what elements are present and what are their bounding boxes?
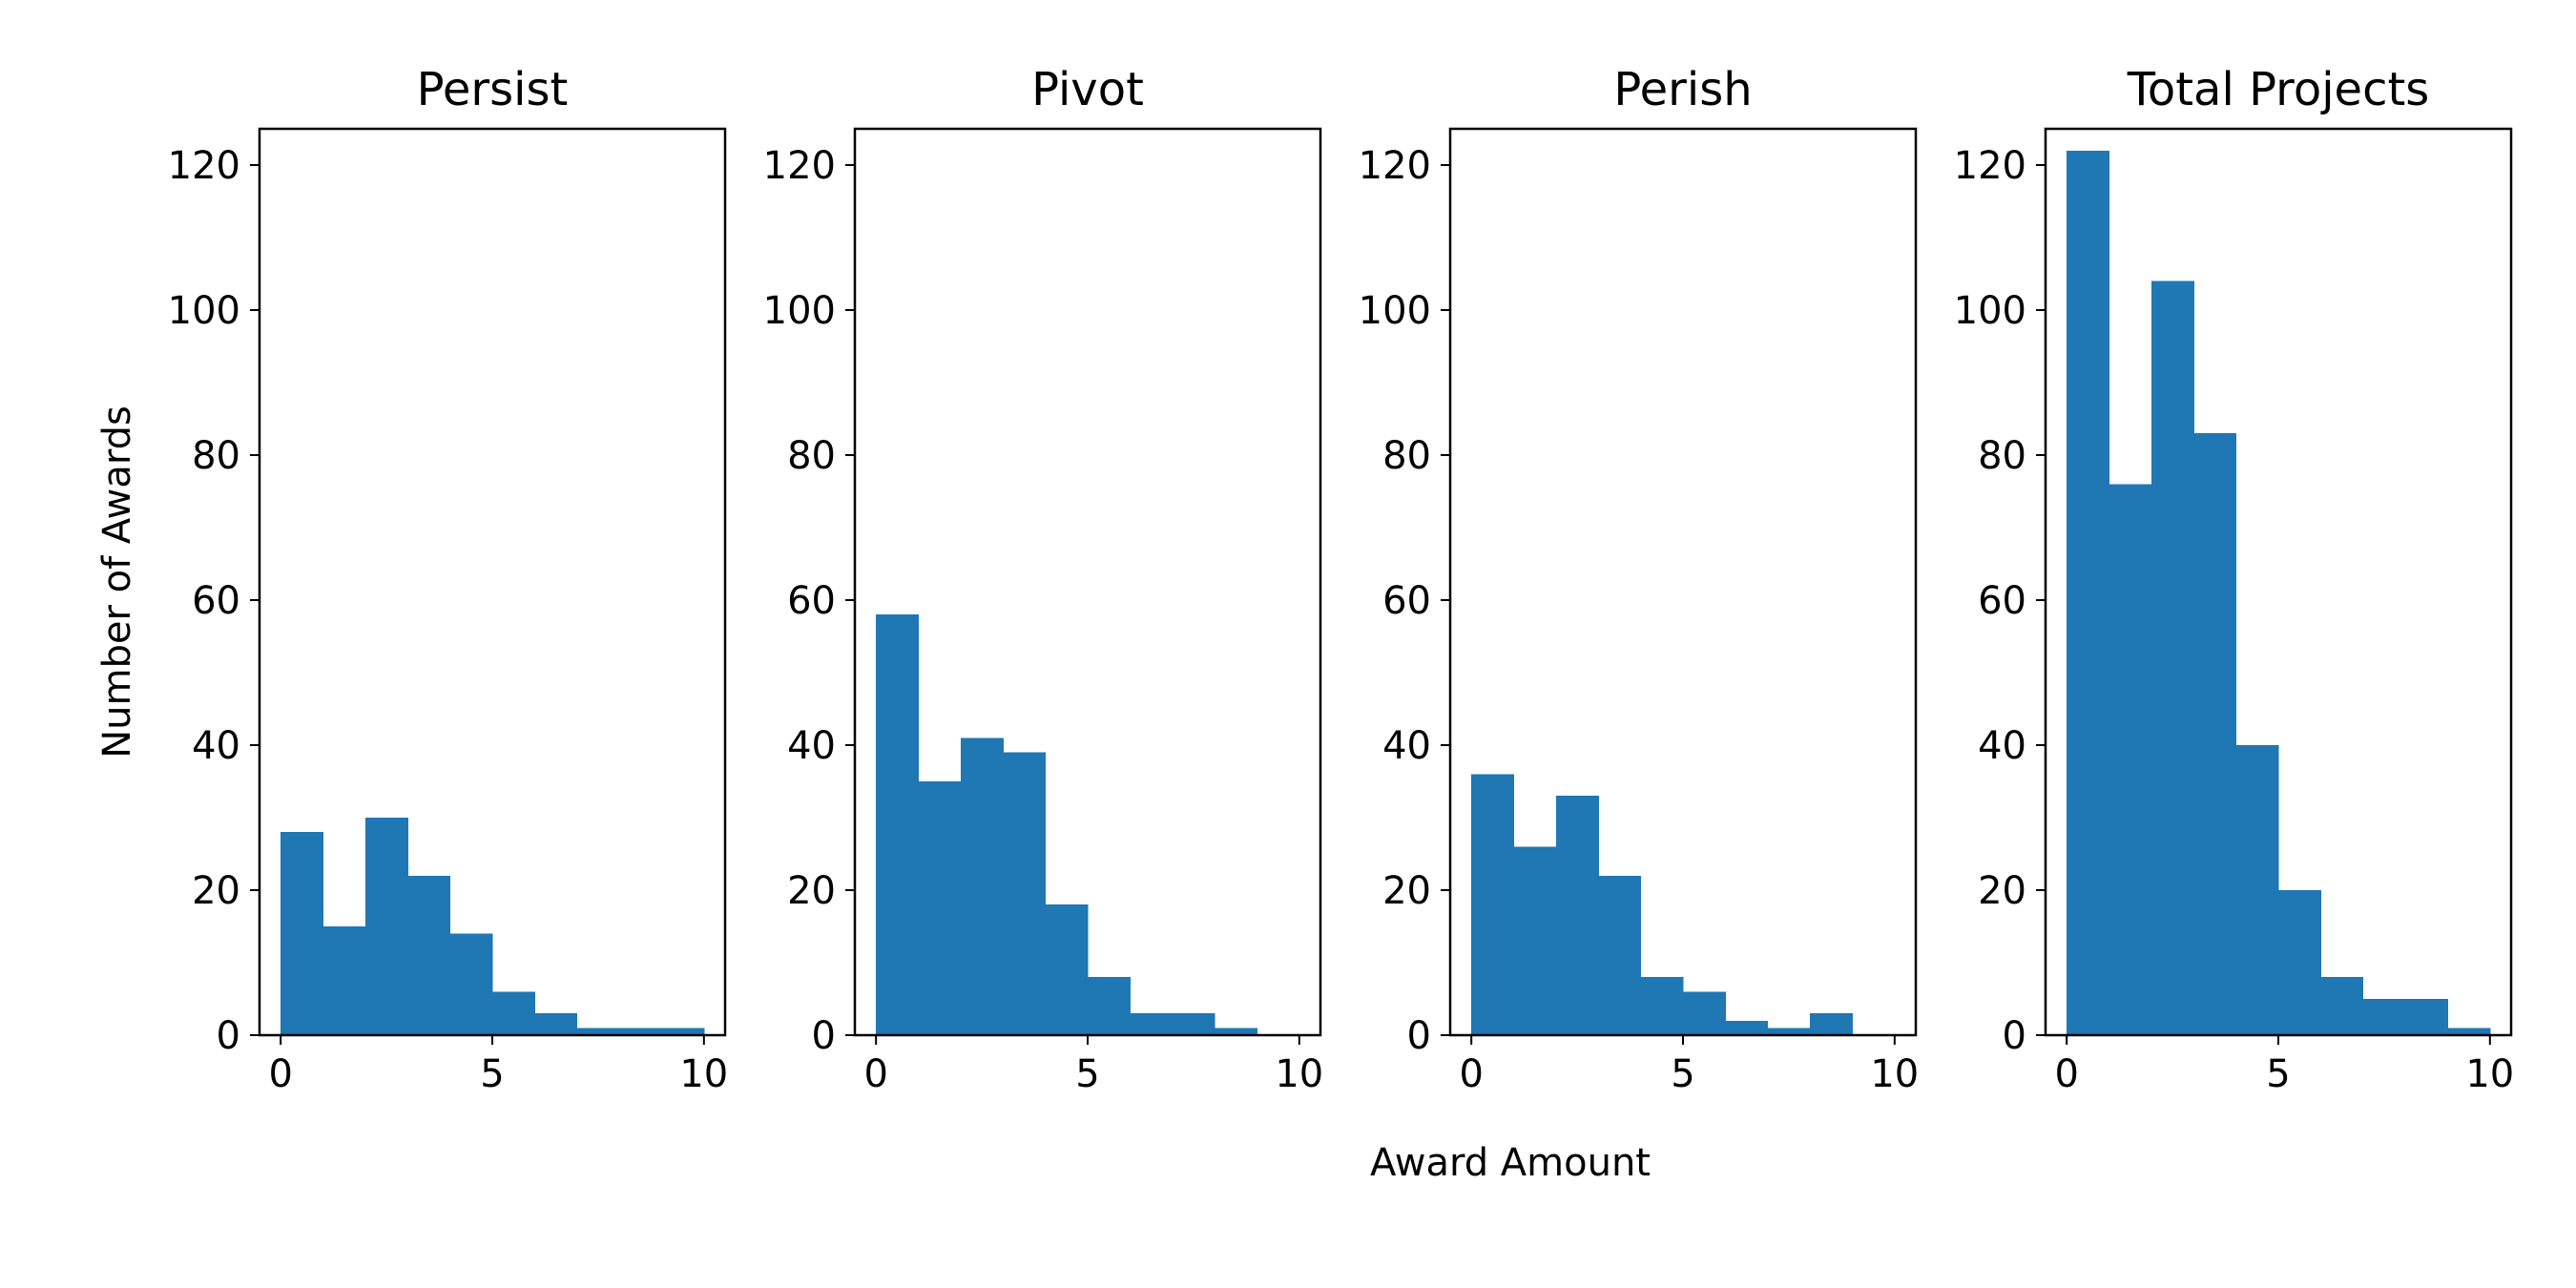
y-tick-label: 120 [763, 144, 836, 188]
histogram-bar [1598, 875, 1642, 1035]
histogram-bar [1471, 774, 1515, 1035]
histogram-bar [2109, 484, 2152, 1035]
y-axis-label: Number of Awards [95, 405, 139, 758]
y-tick-label: 0 [2003, 1014, 2026, 1058]
histogram-bar [661, 1028, 705, 1035]
y-tick-label: 40 [192, 724, 240, 768]
panel-title: Persist [417, 63, 569, 116]
histogram-bar [1725, 1020, 1769, 1035]
x-tick-label: 5 [480, 1052, 504, 1096]
histogram-bar [1172, 1013, 1215, 1035]
histogram-bar [2067, 150, 2110, 1036]
y-tick-label: 80 [1382, 434, 1431, 478]
histogram-bar [1130, 1013, 1174, 1035]
x-tick-label: 10 [2465, 1052, 2514, 1096]
histogram-bar [2320, 977, 2364, 1035]
y-tick-label: 120 [168, 144, 240, 188]
bar-group [2067, 150, 2491, 1036]
y-tick-label: 20 [1978, 869, 2026, 913]
histogram-bar [1810, 1013, 1853, 1035]
y-tick-label: 120 [1954, 144, 2026, 188]
y-tick-label: 60 [1382, 579, 1431, 623]
histogram-bar [918, 781, 962, 1035]
histogram-bar [1215, 1028, 1257, 1035]
histogram-bar [1767, 1028, 1811, 1035]
x-tick-label: 0 [2054, 1052, 2078, 1096]
x-tick-label: 0 [268, 1052, 292, 1096]
y-tick-label: 80 [192, 434, 240, 478]
histogram-bar [2235, 745, 2279, 1035]
y-tick-label: 100 [1359, 289, 1431, 333]
histogram-bar [2405, 999, 2448, 1035]
x-tick-label: 0 [863, 1052, 887, 1096]
y-tick-label: 0 [1407, 1014, 1431, 1058]
y-tick-label: 60 [1978, 579, 2026, 623]
y-tick-label: 60 [787, 579, 836, 623]
histogram-bar [1640, 977, 1684, 1035]
histogram-bar [2362, 999, 2406, 1035]
x-tick-label: 10 [1275, 1052, 1323, 1096]
x-tick-label: 5 [1075, 1052, 1099, 1096]
histogram-bar [449, 933, 493, 1035]
histogram-bar [960, 737, 1004, 1035]
histogram-bar [1045, 904, 1089, 1035]
y-tick-label: 0 [812, 1014, 836, 1058]
bar-group [280, 818, 705, 1035]
y-tick-label: 80 [787, 434, 836, 478]
histogram-bar [407, 875, 451, 1035]
histogram-bar [1683, 991, 1726, 1035]
histogram-bar [2447, 1028, 2491, 1035]
histogram-bar [280, 832, 324, 1035]
y-tick-label: 20 [787, 869, 836, 913]
x-tick-label: 5 [1671, 1052, 1694, 1096]
histogram-bar [1088, 977, 1131, 1035]
x-tick-label: 5 [2266, 1052, 2290, 1096]
y-tick-label: 60 [192, 579, 240, 623]
histogram-bar [492, 991, 535, 1035]
histogram-bar [2150, 280, 2194, 1036]
y-tick-label: 20 [1382, 869, 1431, 913]
histogram-bar [619, 1028, 662, 1035]
y-tick-label: 120 [1359, 144, 1431, 188]
bar-group [876, 614, 1257, 1035]
panel-title: Perish [1613, 63, 1752, 116]
x-axis-label: Award Amount [1370, 1141, 1651, 1185]
y-tick-label: 40 [1978, 724, 2026, 768]
bar-group [1471, 774, 1853, 1035]
histogram-bar [1513, 846, 1557, 1035]
histogram-bar [322, 926, 366, 1035]
histogram-bar [1555, 796, 1599, 1035]
y-tick-label: 0 [217, 1014, 240, 1058]
panel-title: Total Projects [2127, 63, 2430, 116]
x-tick-label: 0 [1459, 1052, 1483, 1096]
y-tick-label: 40 [787, 724, 836, 768]
histogram-bar [576, 1028, 620, 1035]
y-tick-label: 80 [1978, 434, 2026, 478]
y-tick-label: 100 [1954, 289, 2026, 333]
x-tick-label: 10 [1870, 1052, 1919, 1096]
y-tick-label: 40 [1382, 724, 1431, 768]
y-tick-label: 100 [168, 289, 240, 333]
panel-title: Pivot [1031, 63, 1144, 116]
histogram-bar [364, 818, 408, 1035]
histogram-bar [2193, 433, 2237, 1035]
y-tick-label: 100 [763, 289, 836, 333]
histogram-bar [2278, 890, 2321, 1035]
histogram-bar [876, 614, 920, 1035]
histogram-bar [534, 1013, 578, 1035]
x-tick-label: 10 [679, 1052, 728, 1096]
histogram-bar [1003, 752, 1047, 1035]
y-tick-label: 20 [192, 869, 240, 913]
